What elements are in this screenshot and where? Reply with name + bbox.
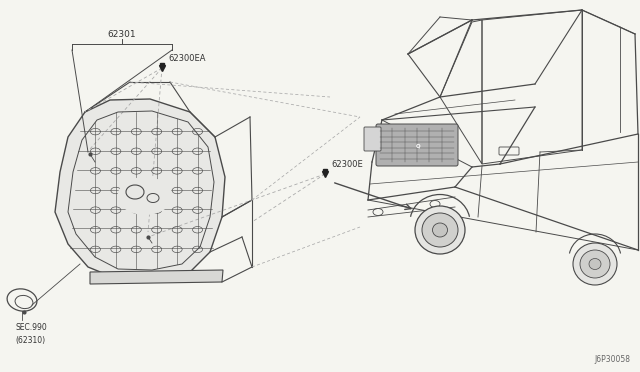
Text: 62300EA: 62300EA [168, 54, 205, 62]
Ellipse shape [422, 213, 458, 247]
Text: 62300E: 62300E [331, 160, 363, 169]
Ellipse shape [580, 250, 610, 278]
FancyBboxPatch shape [364, 127, 381, 151]
FancyBboxPatch shape [376, 124, 458, 166]
Text: SEC.990: SEC.990 [15, 323, 47, 331]
Ellipse shape [589, 259, 601, 269]
Text: (62310): (62310) [15, 336, 45, 344]
Text: 62301: 62301 [108, 29, 136, 38]
Ellipse shape [415, 206, 465, 254]
Ellipse shape [118, 177, 173, 215]
Text: J6P30058: J6P30058 [594, 356, 630, 365]
PathPatch shape [55, 99, 225, 280]
Ellipse shape [573, 243, 617, 285]
Ellipse shape [433, 223, 447, 237]
PathPatch shape [90, 270, 223, 284]
Text: Q: Q [416, 144, 420, 148]
